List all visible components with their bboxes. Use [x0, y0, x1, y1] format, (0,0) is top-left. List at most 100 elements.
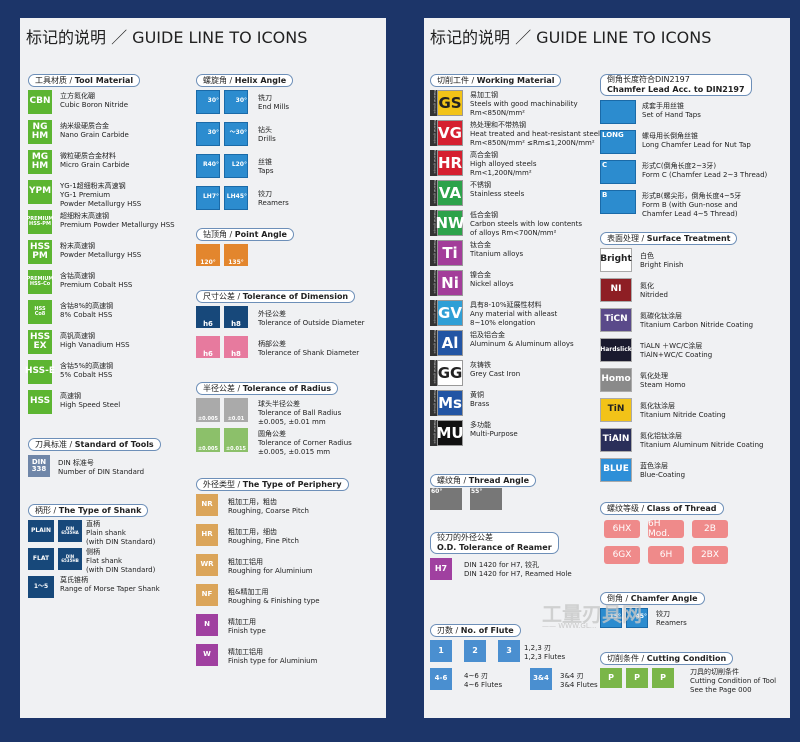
item-text: 侧柄 Flat shank (with DIN Standard) — [86, 548, 156, 574]
cutting-condition-icon: P — [626, 668, 648, 688]
item-text: 成套手用丝锥 Set of Hand Taps — [642, 102, 701, 119]
material-icon: HSS-E — [25, 360, 55, 384]
periphery-icon: WR — [196, 554, 218, 576]
material-icon: MG HM — [28, 150, 52, 174]
grade-icon: VG — [437, 120, 463, 146]
material-group-strip: Material groups — [430, 300, 437, 326]
flute-4-6-icon: 4-6 — [430, 668, 452, 690]
thread-class-badge: 6H Mod. — [648, 519, 684, 539]
material-group-strip: Material groups — [430, 150, 437, 176]
material-icon: PREMIUM HSS-Co — [27, 270, 53, 294]
item-text: 含钴8%的高速钢 8% Cobalt HSS — [60, 302, 114, 319]
item-text: 不锈钢 Stainless steels — [470, 181, 525, 198]
thread-angle-60-icon: 60° — [430, 488, 462, 510]
shank-icon: 1～5 — [28, 576, 54, 598]
item-text: 灰铸铁 Grey Cast Iron — [470, 361, 521, 378]
grade-icon: Al — [437, 330, 463, 356]
periphery-icon: HR — [196, 524, 218, 546]
radius-icon: ±0.015 — [224, 428, 248, 452]
material-icon: HSS — [28, 390, 52, 414]
item-text: 蓝色涂层 Blue-Coating — [640, 462, 686, 479]
cutting-condition-icon: P — [600, 668, 622, 688]
section-header: 钻顶角 / Point Angle — [196, 228, 294, 241]
periphery-icon: N — [196, 614, 218, 636]
flute-2-icon: 2 — [464, 640, 486, 662]
item-text: 圆角公差 Tolerance of Corner Radius ±0.005, ±0… — [258, 430, 352, 456]
tolerance-icon: h8 — [224, 306, 248, 328]
helix-angle-icon: 30° — [196, 90, 220, 114]
grade-icon: Ti — [437, 240, 463, 266]
section-header: 尺寸公差 / Tolerance of Dimension — [196, 290, 356, 303]
section-header: 倒角 / Chamfer Angle — [600, 592, 705, 605]
material-group-strip: Material groups — [430, 120, 437, 146]
section-header: 螺旋角 / Helix Angle — [196, 74, 294, 87]
material-group-strip: Material groups — [430, 390, 437, 416]
section-header: 螺纹等级 / Class of Thread — [600, 502, 724, 515]
chamfer-angle-45-icon: 45° — [626, 608, 648, 628]
cutting-condition-icon: P — [652, 668, 674, 688]
item-text: 莫氏锥柄 Range of Morse Taper Shank — [60, 576, 160, 593]
coating-icon: TiCN — [600, 308, 632, 332]
item-text: 立方氮化硼 Cubic Boron Nitride — [60, 92, 129, 109]
grade-icon: Ms — [437, 390, 463, 416]
item-text: 氮化 Nitrided — [640, 282, 668, 299]
item-text: 精加工铝用 Finish type for Aluminium — [228, 648, 318, 665]
material-group-strip: Material groups — [430, 180, 437, 206]
chamfer-lead-icon — [600, 100, 636, 124]
section-header: 倒角长度符合DIN2197 Chamfer Lead Acc. to DIN219… — [600, 74, 752, 96]
item-text: 氮碳化钛涂层 Titanium Carbon Nitride Coating — [640, 312, 754, 329]
item-text: 氮化钛涂层 Titanium Nitride Coating — [640, 402, 726, 419]
item-text: YG-1超细粉末高速钢 YG-1 Premium Powder Metallurgy… — [60, 182, 142, 208]
item-text: 螺母用长倒角丝锥 Long Chamfer Lead for Nut Tap — [642, 132, 751, 149]
radius-icon: ±0.01 — [224, 398, 248, 422]
point-angle-120-icon: 120° — [196, 244, 220, 266]
material-icon: YPM — [28, 180, 52, 204]
item-text: 低合金钢 Carbon steels with low contents of al… — [470, 211, 582, 237]
material-group-strip: Material groups — [430, 210, 437, 236]
item-text: 氧化处理 Steam Homo — [640, 372, 686, 389]
h7-icon: H7 — [430, 558, 452, 580]
material-group-strip: Material groups — [430, 240, 437, 266]
item-text: 钻头 Drills — [258, 126, 276, 143]
section-header: 外径类型 / The Type of Periphery — [196, 478, 349, 491]
chamfer-lead-icon: C — [600, 160, 636, 184]
item-text: 粗加工用，粗齿 Roughing, Coarse Pitch — [228, 498, 309, 515]
grade-icon: GS — [437, 90, 463, 116]
coating-icon: TiN — [600, 398, 632, 422]
watermark: 工量刃具网 — [542, 602, 642, 626]
item-text: 外径公差 Tolerance of Outside Diameter — [258, 310, 365, 327]
item-text: 具有8-10%延展性材料 Any material with alleast 8~1… — [470, 301, 558, 327]
item-text: 热处理和不带热钢 Heat treated and heat-resistant … — [470, 121, 604, 147]
grade-icon: NW — [435, 210, 465, 236]
thread-class-badge: 6HX — [604, 520, 640, 538]
thread-angle-55-icon: 55° — [470, 488, 502, 510]
item-text: 铝及铝合金 Aluminum & Aluminum alloys — [470, 331, 574, 348]
item-text: 粗&精加工用 Roughing & Finishing type — [228, 588, 320, 605]
chamfer-lead-icon: B — [600, 190, 636, 214]
tolerance-icon: h6 — [196, 336, 220, 358]
material-group-strip: Material groups — [430, 330, 437, 356]
flute-1-icon: 1 — [430, 640, 452, 662]
coating-icon: Bright — [600, 248, 632, 272]
item-text: 形式B(螺尖形，倒角长度4~5牙 Form B (with Gun-nose an… — [642, 192, 742, 218]
tolerance-icon: h8 — [224, 336, 248, 358]
page-title: 标记的说明 ／ GUIDE LINE TO ICONS — [26, 28, 308, 47]
item-text: TiALN ＋WC/C涂层 TiAlN+WC/C Coating — [640, 342, 713, 359]
material-group-strip: Material groups — [430, 90, 437, 116]
item-text: 氮化铝钛涂层 Titanium Aluminum Nitride Coating — [640, 432, 764, 449]
material-icon: HSS Co8 — [28, 300, 52, 324]
left-page: 标记的说明 ／ GUIDE LINE TO ICONS 工具材质 / Tool … — [20, 18, 386, 718]
material-icon: NG HM — [28, 120, 52, 144]
thread-class-badge: 6H — [648, 546, 684, 564]
section-header: 切削工件 / Working Material — [430, 74, 562, 87]
flute-3-4-icon: 3&4 — [530, 668, 552, 690]
material-icon: CBN — [28, 90, 52, 114]
item-text: 丝锥 Taps — [258, 158, 274, 175]
section-header: 铰刀的外径公差 O.D. Tolerance of Reamer — [430, 532, 559, 554]
helix-angle-icon: LH45° — [224, 186, 248, 210]
item-text: 柄部公差 Tolerance of Shank Diameter — [258, 340, 360, 357]
section-header: 切削条件 / Cutting Condition — [600, 652, 734, 665]
item-text: 微粒硬质合金材料 Micro Grain Carbide — [60, 152, 130, 169]
right-page: 标记的说明 ／ GUIDE LINE TO ICONS 切削工件 / Worki… — [424, 18, 790, 718]
material-group-strip: Material groups — [430, 270, 437, 296]
